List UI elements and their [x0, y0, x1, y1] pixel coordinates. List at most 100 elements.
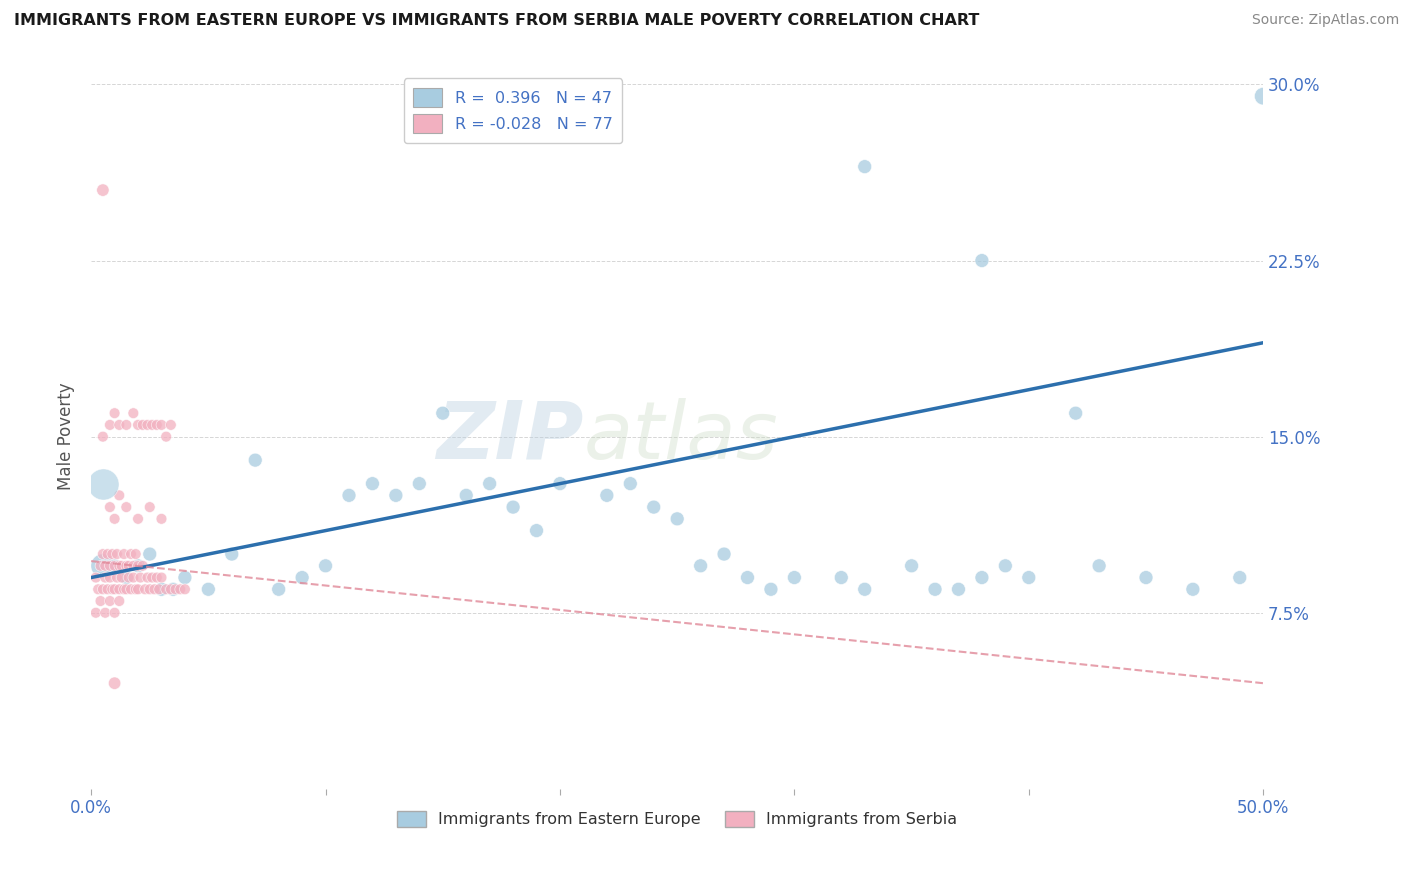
Point — [759, 582, 782, 597]
Point — [84, 606, 107, 620]
Point — [924, 582, 946, 597]
Point — [643, 500, 665, 514]
Point — [221, 547, 243, 561]
Point — [120, 547, 142, 561]
Point — [1018, 570, 1040, 584]
Point — [108, 488, 131, 502]
Point — [1181, 582, 1204, 597]
Point — [104, 406, 127, 420]
Point — [197, 582, 219, 597]
Point — [291, 570, 314, 584]
Point — [118, 558, 141, 573]
Point — [108, 558, 131, 573]
Point — [596, 488, 619, 502]
Point — [139, 500, 162, 514]
Point — [245, 453, 267, 467]
Point — [713, 547, 735, 561]
Point — [118, 570, 141, 584]
Point — [1088, 558, 1111, 573]
Point — [104, 676, 127, 690]
Point — [994, 558, 1017, 573]
Point — [970, 253, 993, 268]
Point — [174, 582, 197, 597]
Point — [112, 547, 135, 561]
Point — [98, 500, 121, 514]
Point — [127, 558, 149, 573]
Point — [141, 417, 163, 432]
Point — [146, 417, 169, 432]
Point — [150, 417, 173, 432]
Point — [127, 417, 149, 432]
Point — [115, 558, 138, 573]
Point — [91, 558, 114, 573]
Point — [783, 570, 806, 584]
Point — [160, 582, 183, 597]
Y-axis label: Male Poverty: Male Poverty — [58, 383, 75, 491]
Point — [108, 582, 131, 597]
Point — [134, 582, 156, 597]
Point — [900, 558, 922, 573]
Point — [666, 512, 689, 526]
Point — [148, 582, 170, 597]
Point — [87, 582, 110, 597]
Point — [143, 582, 166, 597]
Point — [115, 417, 138, 432]
Point — [150, 512, 173, 526]
Legend: Immigrants from Eastern Europe, Immigrants from Serbia: Immigrants from Eastern Europe, Immigran… — [391, 805, 965, 834]
Point — [115, 570, 138, 584]
Point — [97, 582, 120, 597]
Point — [267, 582, 290, 597]
Point — [127, 512, 149, 526]
Point — [1251, 89, 1274, 103]
Point — [948, 582, 970, 597]
Point — [104, 558, 127, 573]
Point — [127, 582, 149, 597]
Point — [111, 570, 134, 584]
Point — [91, 547, 114, 561]
Point — [502, 500, 524, 514]
Point — [98, 558, 121, 573]
Point — [122, 570, 145, 584]
Point — [89, 594, 111, 608]
Point — [91, 476, 114, 491]
Point — [105, 570, 128, 584]
Point — [548, 476, 571, 491]
Point — [104, 558, 127, 573]
Point — [150, 570, 173, 584]
Point — [111, 558, 134, 573]
Point — [432, 406, 454, 420]
Point — [97, 547, 120, 561]
Point — [478, 476, 501, 491]
Point — [101, 547, 124, 561]
Point — [98, 417, 121, 432]
Point — [830, 570, 852, 584]
Point — [112, 582, 135, 597]
Point — [94, 606, 117, 620]
Point — [98, 570, 121, 584]
Point — [122, 558, 145, 573]
Point — [108, 594, 131, 608]
Point — [970, 570, 993, 584]
Point — [127, 558, 149, 573]
Point — [120, 582, 142, 597]
Point — [337, 488, 360, 502]
Point — [853, 160, 876, 174]
Point — [91, 430, 114, 444]
Point — [174, 570, 197, 584]
Point — [101, 582, 124, 597]
Point — [98, 594, 121, 608]
Point — [115, 500, 138, 514]
Point — [132, 417, 155, 432]
Point — [1229, 570, 1251, 584]
Point — [132, 558, 155, 573]
Point — [315, 558, 337, 573]
Point — [139, 547, 162, 561]
Point — [385, 488, 408, 502]
Point — [122, 406, 145, 420]
Point — [136, 570, 159, 584]
Point — [94, 558, 117, 573]
Point — [115, 582, 138, 597]
Point — [84, 570, 107, 584]
Text: Source: ZipAtlas.com: Source: ZipAtlas.com — [1251, 13, 1399, 28]
Point — [105, 547, 128, 561]
